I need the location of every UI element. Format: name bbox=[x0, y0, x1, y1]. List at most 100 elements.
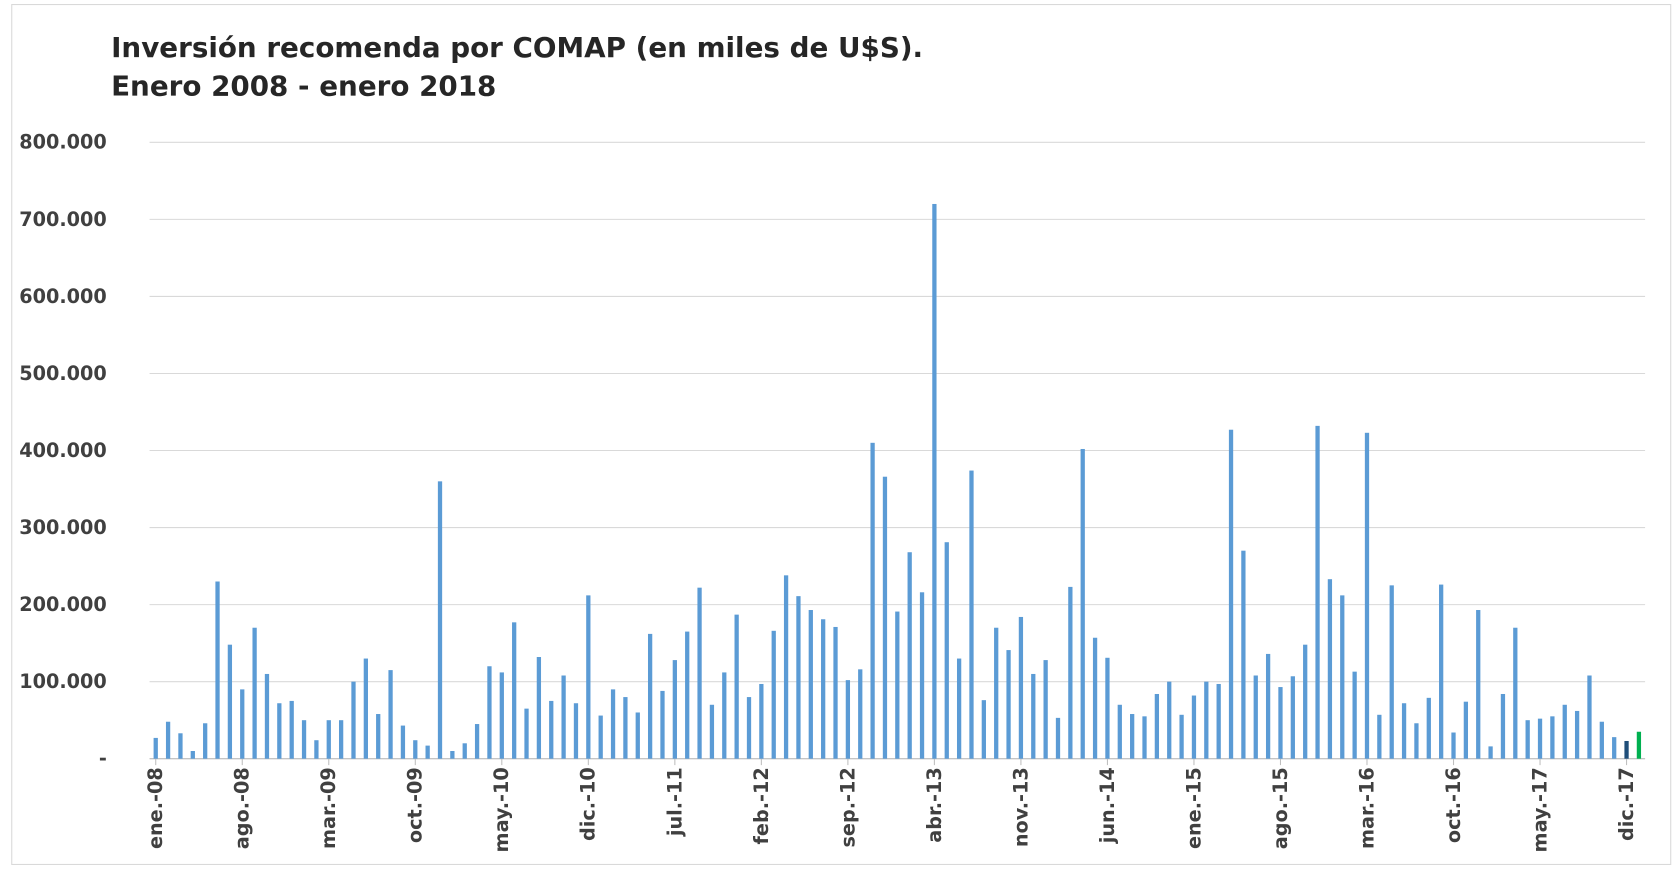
x-tick-label: ene.-08 bbox=[144, 767, 167, 849]
bar bbox=[1241, 550, 1246, 759]
bar bbox=[1303, 644, 1308, 759]
bar bbox=[919, 592, 925, 759]
bar bbox=[1043, 660, 1048, 759]
bar bbox=[450, 751, 455, 759]
y-tick-label: 400.000 bbox=[19, 439, 107, 462]
bar bbox=[956, 658, 962, 759]
bar bbox=[635, 712, 640, 759]
bar bbox=[376, 714, 381, 759]
bar bbox=[1340, 595, 1345, 759]
x-tick-label: dic.-17 bbox=[1615, 767, 1638, 841]
bar bbox=[1290, 676, 1295, 759]
bar bbox=[1105, 657, 1110, 759]
bar bbox=[1117, 704, 1122, 759]
bar bbox=[363, 658, 368, 759]
x-tick-label: ene.-15 bbox=[1182, 767, 1205, 849]
bar bbox=[1080, 448, 1085, 759]
bar bbox=[796, 596, 801, 759]
x-tick-label: jun.-14 bbox=[1096, 767, 1119, 844]
bar bbox=[1488, 746, 1493, 759]
bar bbox=[672, 660, 677, 759]
bar bbox=[1476, 610, 1481, 759]
bar bbox=[1006, 650, 1011, 759]
bar bbox=[833, 626, 838, 759]
bar bbox=[536, 657, 542, 759]
bar bbox=[586, 595, 591, 759]
bar bbox=[1377, 714, 1382, 759]
x-tick-label: jul.-11 bbox=[663, 767, 686, 837]
bar bbox=[932, 203, 937, 759]
bar bbox=[722, 672, 727, 759]
bar bbox=[660, 690, 665, 759]
bar bbox=[474, 724, 480, 759]
bar bbox=[1574, 710, 1580, 759]
bar bbox=[746, 697, 752, 759]
x-tick-label: may.-10 bbox=[490, 767, 513, 852]
bar bbox=[1550, 716, 1555, 759]
bar bbox=[1463, 701, 1469, 759]
x-tick-label: nov.-13 bbox=[1009, 767, 1032, 847]
bar bbox=[1055, 717, 1061, 759]
x-tick-label: mar.-09 bbox=[317, 767, 340, 849]
bar bbox=[178, 733, 183, 759]
x-tick-label: oct.-09 bbox=[404, 767, 427, 843]
y-tick-label: 200.000 bbox=[19, 593, 107, 616]
bar bbox=[1364, 432, 1370, 759]
bar bbox=[1401, 703, 1407, 759]
bar bbox=[882, 476, 888, 759]
bar bbox=[413, 740, 418, 759]
bar bbox=[326, 720, 331, 759]
bar bbox=[845, 680, 851, 759]
bar bbox=[870, 442, 875, 759]
bar bbox=[623, 697, 628, 759]
bar bbox=[907, 552, 912, 759]
y-tick-label: 700.000 bbox=[19, 208, 107, 231]
bar bbox=[1179, 714, 1184, 759]
bar bbox=[1167, 681, 1172, 759]
bar bbox=[808, 610, 813, 759]
bar bbox=[338, 720, 344, 759]
y-tick-label: 500.000 bbox=[19, 362, 107, 385]
bar bbox=[944, 542, 949, 759]
chart-title: Inversión recomenda por COMAP (en miles … bbox=[111, 31, 923, 64]
bar bbox=[1327, 579, 1333, 759]
x-tick-label: feb.-12 bbox=[750, 767, 773, 844]
bar bbox=[1451, 732, 1456, 759]
bar bbox=[647, 633, 653, 759]
bar bbox=[314, 740, 319, 759]
bar bbox=[709, 704, 715, 759]
bar bbox=[190, 751, 195, 759]
bar bbox=[598, 715, 603, 759]
y-tick-label: 300.000 bbox=[19, 516, 107, 539]
bar bbox=[1142, 716, 1147, 759]
bar bbox=[400, 725, 406, 759]
bar bbox=[1500, 693, 1506, 759]
bar bbox=[1513, 627, 1518, 759]
bar bbox=[1068, 586, 1073, 759]
y-tick-label: - bbox=[99, 747, 107, 770]
bar bbox=[1352, 671, 1357, 759]
bar bbox=[512, 622, 517, 759]
bar bbox=[487, 666, 492, 759]
x-tick-label: oct.-16 bbox=[1442, 767, 1465, 843]
bar bbox=[524, 708, 529, 759]
bar bbox=[1018, 616, 1024, 759]
bar bbox=[1612, 737, 1617, 759]
bar bbox=[499, 672, 504, 759]
bar bbox=[227, 644, 233, 759]
bar bbox=[240, 689, 245, 759]
bar bbox=[1154, 693, 1160, 759]
bar bbox=[1562, 704, 1567, 759]
bar bbox=[697, 587, 702, 759]
bar bbox=[1278, 687, 1283, 759]
x-tick-label: may.-17 bbox=[1528, 767, 1551, 852]
bar bbox=[1031, 673, 1036, 759]
bar bbox=[981, 700, 986, 759]
chart-subtitle: Enero 2008 - enero 2018 bbox=[111, 69, 496, 102]
bar bbox=[1587, 675, 1592, 759]
bar bbox=[1599, 721, 1604, 759]
x-tick-label: dic.-10 bbox=[577, 767, 600, 841]
bar bbox=[734, 614, 739, 759]
bar bbox=[1253, 675, 1258, 759]
